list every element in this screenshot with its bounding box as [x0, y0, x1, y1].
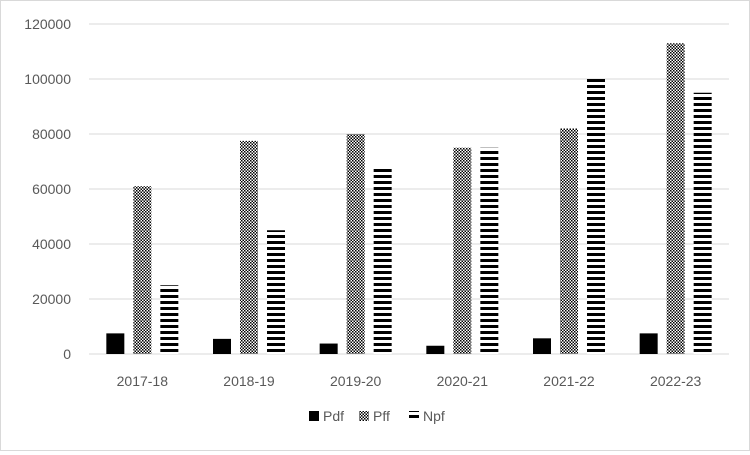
bar-pdf-2017-18	[106, 333, 125, 354]
x-tick-label: 2019-20	[330, 373, 382, 389]
bar-npf-2017-18	[160, 285, 179, 354]
x-tick-label: 2017-18	[117, 373, 169, 389]
bar-pdf-2020-21	[426, 345, 445, 354]
x-axis: 2017-18 2018-19 2019-20 2020-21 2021-22 2022-…	[117, 373, 702, 389]
legend-label-pdf: Pdf	[323, 408, 344, 424]
bar-pdf-2019-20	[319, 343, 338, 354]
y-tick-label: 120000	[24, 16, 71, 32]
legend-swatch-pdf	[309, 411, 319, 421]
bar-npf-2021-22	[587, 79, 605, 354]
y-axis: 0 20000 40000 60000 80000 100000 120000	[24, 16, 71, 362]
y-tick-label: 100000	[24, 71, 71, 87]
bar-pff-2022-23	[666, 43, 685, 354]
x-tick-label: 2018-19	[223, 373, 275, 389]
legend-label-pff: Pff	[373, 408, 390, 424]
bar-pff-2020-21	[453, 147, 472, 354]
x-tick-label: 2021-22	[543, 373, 595, 389]
legend-swatch-npf	[409, 411, 419, 421]
y-tick-label: 40000	[32, 236, 71, 252]
x-tick-label: 2020-21	[437, 373, 489, 389]
bar-npf-2018-19	[267, 230, 285, 354]
bar-pff-2017-18	[133, 186, 152, 354]
bar-pff-2021-22	[560, 128, 578, 354]
y-tick-label: 20000	[32, 291, 71, 307]
bar-npf-2019-20	[373, 167, 392, 354]
gridlines	[89, 23, 729, 355]
bar-pdf-2018-19	[213, 338, 231, 354]
bar-pff-2018-19	[240, 140, 258, 354]
bar-pdf-2021-22	[533, 338, 551, 354]
y-tick-label: 80000	[32, 126, 71, 142]
legend: Pdf Pff Npf	[309, 408, 445, 424]
bar-npf-2020-21	[480, 147, 499, 354]
bar-npf-2022-23	[693, 92, 712, 354]
bars	[106, 43, 712, 354]
bar-pdf-2022-23	[639, 333, 658, 354]
legend-label-npf: Npf	[423, 408, 445, 424]
legend-swatch-pff	[359, 411, 369, 421]
bar-pff-2019-20	[346, 134, 365, 354]
x-tick-label: 2022-23	[650, 373, 702, 389]
y-tick-label: 60000	[32, 181, 71, 197]
y-tick-label: 0	[63, 346, 71, 362]
